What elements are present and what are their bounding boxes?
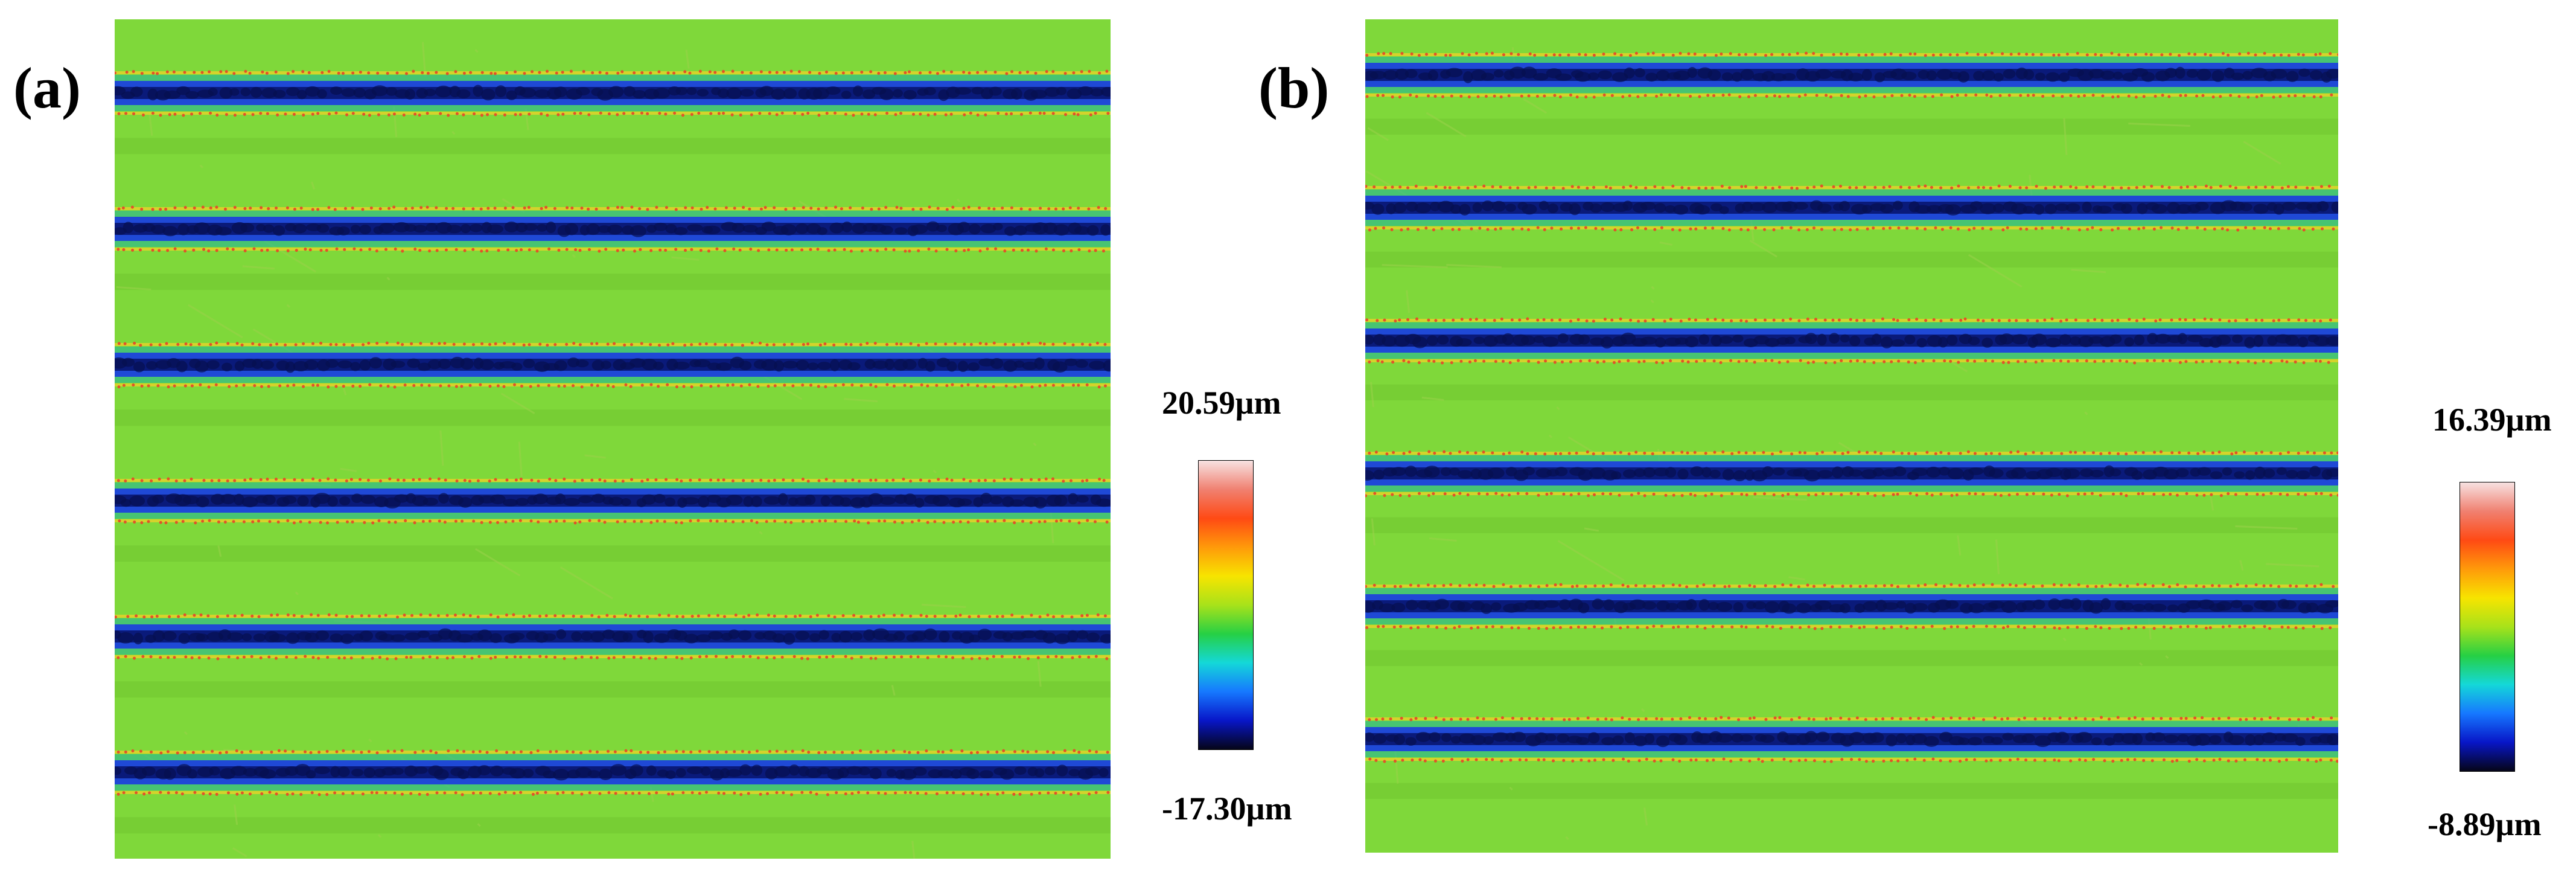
- panel-a-groove: [115, 749, 1111, 796]
- panel-a-scale-max-label: 20.59µm: [1162, 385, 1281, 421]
- panel-a-label: (a): [13, 56, 81, 120]
- panel-b-scale-max-label: 16.39µm: [2432, 402, 2552, 438]
- panel-b-surface: [1365, 19, 2338, 853]
- panel-a-groove: [115, 205, 1111, 253]
- panel-b-groove: [1365, 317, 2338, 365]
- panel-a-scale-min-label: -17.30µm: [1162, 790, 1292, 827]
- panel-a-colorbar: [1198, 460, 1254, 750]
- panel-a-groove: [115, 613, 1111, 661]
- panel-b-groove: [1365, 450, 2338, 498]
- panel-b-groove: [1365, 583, 2338, 630]
- panel-b-label: (b): [1258, 56, 1330, 120]
- panel-b-groove: [1365, 184, 2338, 232]
- panel-a-groove: [115, 341, 1111, 389]
- panel-b-scale-min-label: -8.89µm: [2428, 806, 2542, 842]
- panel-b-groove: [1365, 51, 2338, 99]
- panel-a-surface: [115, 19, 1111, 859]
- panel-b-height-map: [1365, 19, 2338, 853]
- panel-a-groove: [115, 69, 1111, 117]
- panel-a-height-map: [115, 19, 1111, 859]
- panel-b-groove: [1365, 716, 2338, 763]
- panel-a-groove: [115, 477, 1111, 525]
- panel-b-colorbar: [2460, 482, 2515, 772]
